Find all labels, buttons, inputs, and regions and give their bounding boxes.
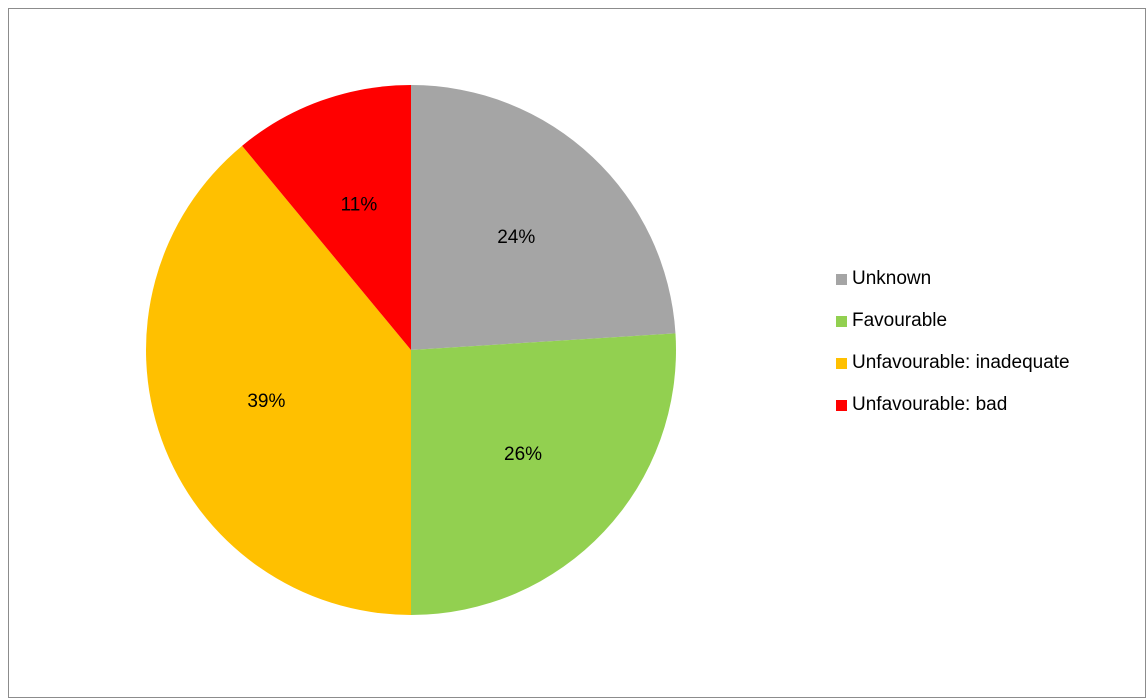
- legend-label-unfavourable-bad: Unfavourable: bad: [852, 394, 1008, 415]
- pie-slice-unfavourable-bad: [242, 85, 411, 350]
- legend-item-unknown: Unknown: [836, 264, 1070, 294]
- legend-swatch-favourable: [836, 315, 847, 327]
- legend-label-unknown: Unknown: [852, 268, 932, 289]
- legend-swatch-unfavourable-bad: [836, 399, 847, 411]
- pie-slice-unfavourable-inadequate: [146, 145, 411, 615]
- data-label-unfavourable-bad: 11%: [341, 194, 378, 215]
- legend-swatch-unfavourable-inadequate: [836, 357, 847, 369]
- legend-item-unfavourable-bad: Unfavourable: bad: [836, 390, 1070, 420]
- data-label-unknown: 24%: [497, 227, 535, 248]
- legend-item-favourable: Favourable: [836, 306, 1070, 336]
- legend-swatch-unknown: [836, 273, 847, 285]
- data-label-favourable: 26%: [504, 444, 542, 465]
- pie-slice-unknown: [411, 85, 676, 350]
- data-label-unfavourable-inadequate: 39%: [247, 391, 285, 412]
- pie-slice-favourable: [411, 333, 677, 615]
- legend: Unknown Favourable Unfavourable: inadequ…: [836, 264, 1070, 432]
- legend-label-favourable: Favourable: [852, 310, 948, 331]
- pie-chart: 24% 26% 39% 11%: [146, 85, 677, 615]
- legend-item-unfavourable-inadequate: Unfavourable: inadequate: [836, 348, 1070, 378]
- legend-label-unfavourable-inadequate: Unfavourable: inadequate: [852, 352, 1070, 373]
